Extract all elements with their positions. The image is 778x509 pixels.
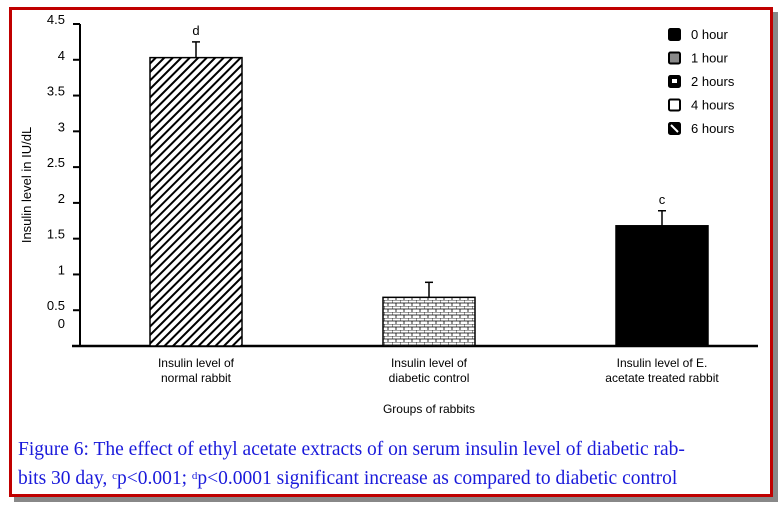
x-tick-label: Insulin level of E. — [617, 356, 708, 370]
caption-sup-d: d — [191, 470, 198, 482]
caption-text: p<0.0001 significant increase as compare… — [197, 468, 678, 489]
y-tick-label: 0 — [58, 316, 65, 331]
legend-swatch — [668, 98, 681, 112]
caption-text: p<0.001; — [116, 468, 192, 489]
x-axis-label: Groups of rabbits — [383, 402, 475, 416]
y-tick-label: 1.5 — [47, 227, 65, 242]
bar-annotation: d — [192, 23, 199, 38]
legend-label: 6 hours — [691, 121, 735, 136]
y-tick-label: 4.5 — [47, 12, 65, 27]
y-tick-label: 1 — [58, 262, 65, 277]
legend-label: 0 hour — [691, 27, 729, 42]
bar — [615, 225, 709, 347]
legend-swatch-detail — [672, 79, 677, 83]
legend-swatch — [668, 28, 681, 41]
bar — [382, 296, 476, 347]
x-tick-label: Insulin level of — [391, 356, 468, 370]
figure-caption: Figure 6: The effect of ethyl acetate ex… — [18, 436, 768, 492]
x-tick-label: normal rabbit — [161, 371, 232, 385]
y-tick-label: 2.5 — [47, 155, 65, 170]
legend-label: 4 hours — [691, 98, 735, 113]
caption-text: bits 30 day, — [18, 468, 113, 489]
legend-swatch-detail — [670, 124, 679, 133]
x-tick-label: diabetic control — [389, 371, 470, 385]
x-tick-label: acetate treated rabbit — [605, 371, 719, 385]
bar — [149, 56, 243, 347]
y-tick-label: 3 — [58, 119, 65, 134]
caption-line-2: bits 30 day, cp<0.001; dp<0.0001 signifi… — [18, 463, 768, 492]
legend-label: 1 hour — [691, 51, 729, 66]
caption-sup-c: c — [112, 470, 117, 482]
bar-annotation: c — [659, 192, 666, 207]
legend-label: 2 hours — [691, 74, 735, 89]
caption-line-1: Figure 6: The effect of ethyl acetate ex… — [18, 439, 685, 460]
y-axis-label: Insulin level in IU/dL — [19, 127, 34, 243]
legend-swatch — [668, 51, 681, 65]
y-tick-label: 0.5 — [47, 298, 65, 313]
y-tick-label: 3.5 — [47, 84, 65, 99]
x-tick-label: Insulin level of — [158, 356, 235, 370]
y-tick-label: 2 — [58, 191, 65, 206]
y-tick-label: 4 — [58, 48, 65, 63]
